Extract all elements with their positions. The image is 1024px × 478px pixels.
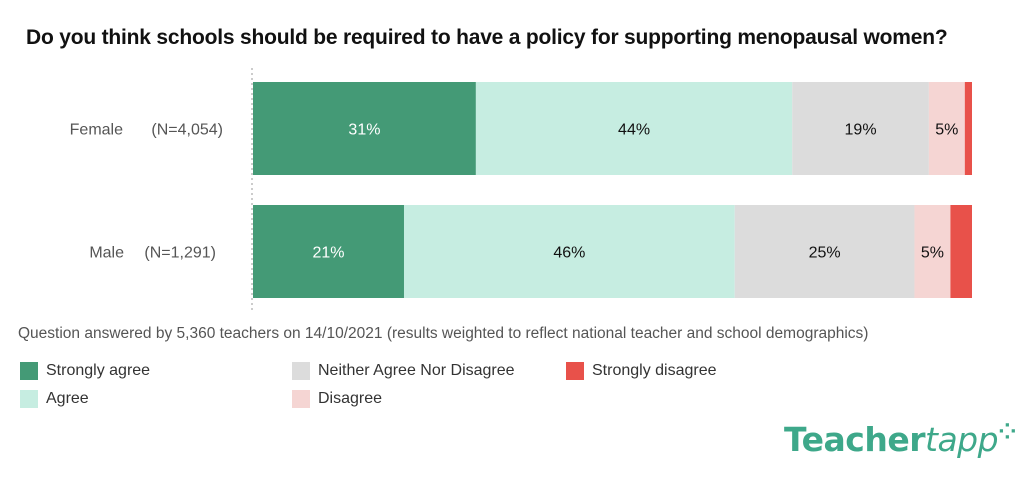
legend-label: Strongly disagree (592, 362, 717, 379)
legend-label: Agree (46, 390, 89, 407)
teachertapp-logo: Teachertapp⁘ (784, 420, 1016, 459)
legend-label: Neither Agree Nor Disagree (318, 362, 515, 379)
bar-segment (964, 82, 972, 175)
data-label: 44% (618, 122, 650, 139)
legend-swatch (566, 362, 584, 380)
legend-item-disagree: Disagree (292, 390, 382, 408)
legend-swatch (292, 390, 310, 408)
legend-item-strongly-disagree: Strongly disagree (566, 362, 717, 380)
category-label: Female (70, 122, 123, 139)
legend-item-agree: Agree (20, 390, 89, 408)
data-label: 25% (809, 245, 841, 262)
bar-segment (734, 205, 915, 298)
category-label: Male (89, 245, 124, 262)
legend-label: Strongly agree (46, 362, 151, 379)
survey-note: Question answered by 5,360 teachers on 1… (18, 325, 869, 342)
bar-segment (253, 82, 476, 175)
bar-segment (792, 82, 929, 175)
legend-swatch (292, 362, 310, 380)
category-count-label: (N=4,054) (151, 122, 223, 139)
bar-segment (950, 205, 972, 298)
stacked-bar-chart: Female (N=4,054) 31% 44% 19% 5% Male (N=1,291) 2… (70, 68, 972, 312)
bar-segment (914, 205, 951, 298)
bar-segment (928, 82, 965, 175)
legend-swatch (20, 362, 38, 380)
legend-item-strongly-agree: Strongly agree (20, 362, 150, 380)
data-label: 31% (348, 122, 380, 139)
data-label: 5% (935, 122, 958, 139)
bar-segment (253, 205, 404, 298)
bar-segment (403, 205, 735, 298)
data-label: 5% (921, 245, 944, 262)
chart-title: Do you think schools should be required … (26, 26, 948, 49)
legend-swatch (20, 390, 38, 408)
legend: Strongly agree Agree Neither Agree Nor D… (20, 362, 780, 422)
legend-label: Disagree (318, 390, 383, 407)
data-label: 19% (845, 122, 877, 139)
legend-item-neither: Neither Agree Nor Disagree (292, 362, 515, 380)
data-label: 21% (312, 245, 344, 262)
category-count-label: (N=1,291) (144, 245, 216, 262)
data-label: 46% (553, 245, 585, 262)
sparkle-icon: ⁘ (998, 420, 1016, 445)
bar-segment (475, 82, 793, 175)
